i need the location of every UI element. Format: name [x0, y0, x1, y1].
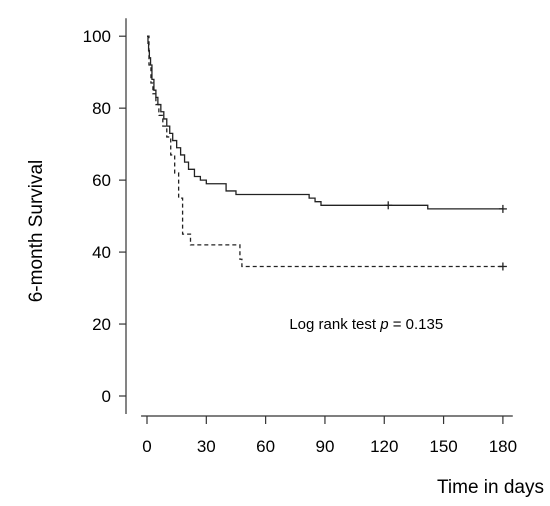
km-curve-dashed	[147, 35, 503, 268]
annotation-suffix: = 0.135	[389, 316, 444, 333]
x-tick-label: 30	[197, 437, 216, 456]
log-rank-annotation: Log rank test p = 0.135	[289, 316, 443, 333]
y-tick-label: 80	[92, 99, 111, 118]
annotation-prefix: Log rank test	[289, 316, 380, 333]
y-tick-label: 60	[92, 171, 111, 190]
x-ticks: 0 30 60 90 120 150 180	[142, 416, 517, 456]
y-tick-label: 100	[83, 27, 111, 46]
y-ticks: 0 20 40 60 80 100	[83, 27, 126, 406]
annotation-p: p	[379, 316, 388, 333]
x-axis-title: Time in days	[437, 477, 544, 498]
x-tick-label: 0	[142, 437, 151, 456]
y-tick-label: 0	[102, 387, 111, 406]
axes	[125, 18, 513, 417]
x-tick-label: 120	[370, 437, 398, 456]
series-layer	[147, 35, 507, 271]
x-tick-label: 60	[256, 437, 275, 456]
x-tick-label: 150	[429, 437, 457, 456]
x-tick-label: 90	[315, 437, 334, 456]
km-curve-solid	[147, 35, 503, 210]
x-tick-label: 180	[489, 437, 517, 456]
y-axis-title: 6-month Survival	[26, 160, 47, 303]
y-tick-label: 20	[92, 315, 111, 334]
y-tick-label: 40	[92, 243, 111, 262]
